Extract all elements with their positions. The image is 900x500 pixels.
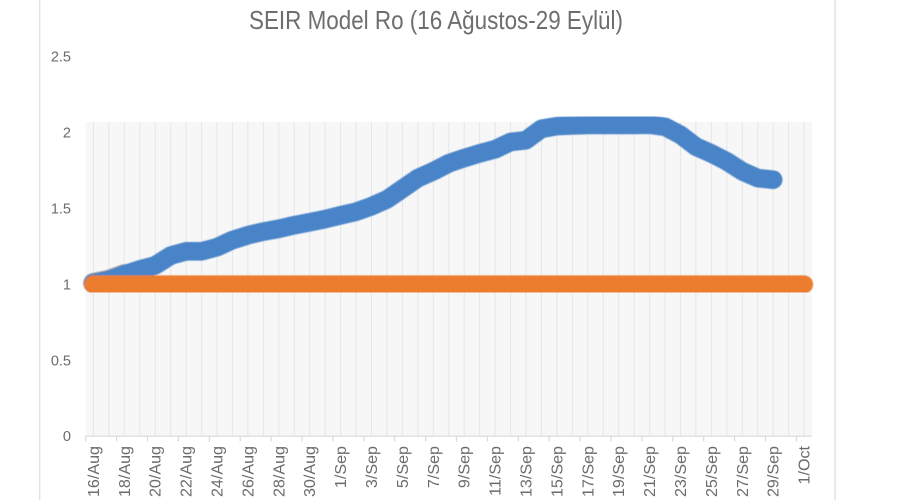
- svg-text:1/Oct: 1/Oct: [796, 445, 814, 484]
- svg-text:19/Sep: 19/Sep: [610, 446, 628, 497]
- svg-text:2: 2: [63, 126, 71, 142]
- svg-text:25/Sep: 25/Sep: [703, 446, 721, 497]
- svg-text:26/Aug: 26/Aug: [239, 446, 257, 497]
- svg-text:30/Aug: 30/Aug: [301, 446, 319, 497]
- svg-text:0: 0: [63, 429, 71, 445]
- svg-text:7/Sep: 7/Sep: [425, 446, 443, 488]
- svg-text:SEIR Model Ro (16 Ağustos-29 E: SEIR Model Ro (16 Ağustos-29 Eylül): [249, 5, 623, 35]
- svg-text:18/Aug: 18/Aug: [116, 446, 134, 497]
- svg-text:16/Aug: 16/Aug: [85, 446, 103, 497]
- svg-text:27/Sep: 27/Sep: [734, 446, 752, 497]
- svg-text:1/Sep: 1/Sep: [332, 446, 350, 488]
- svg-text:2.5: 2.5: [51, 50, 71, 66]
- svg-text:11/Sep: 11/Sep: [487, 446, 505, 496]
- svg-text:24/Aug: 24/Aug: [209, 446, 227, 497]
- svg-text:28/Aug: 28/Aug: [270, 446, 288, 497]
- svg-text:22/Aug: 22/Aug: [178, 446, 196, 497]
- svg-text:17/Sep: 17/Sep: [579, 446, 597, 497]
- svg-text:9/Sep: 9/Sep: [456, 446, 474, 488]
- svg-text:13/Sep: 13/Sep: [518, 446, 536, 497]
- svg-text:1: 1: [63, 277, 71, 293]
- svg-text:3/Sep: 3/Sep: [363, 446, 381, 488]
- svg-text:21/Sep: 21/Sep: [641, 446, 659, 497]
- svg-text:0.5: 0.5: [51, 353, 71, 369]
- svg-text:29/Sep: 29/Sep: [765, 446, 783, 497]
- svg-text:1.5: 1.5: [51, 202, 71, 218]
- svg-text:23/Sep: 23/Sep: [672, 446, 690, 497]
- svg-text:20/Aug: 20/Aug: [147, 446, 165, 497]
- svg-text:5/Sep: 5/Sep: [394, 446, 412, 488]
- svg-text:15/Sep: 15/Sep: [548, 446, 566, 497]
